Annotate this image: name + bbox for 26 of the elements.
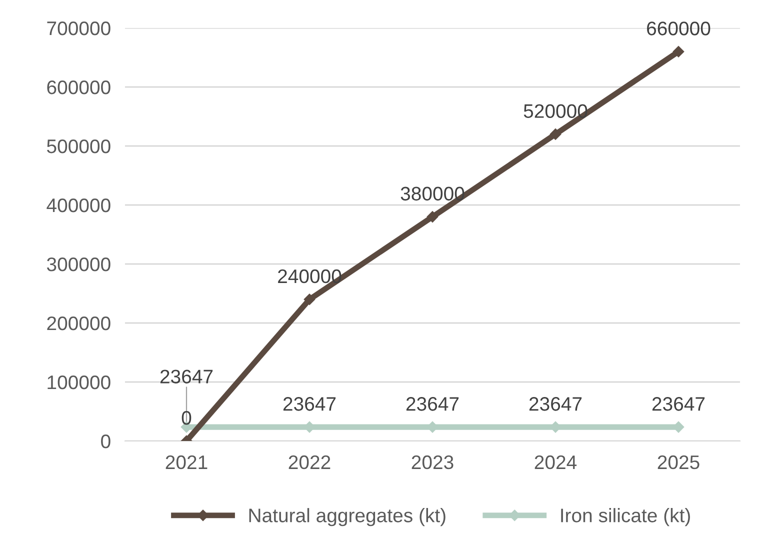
y-tick-label: 700000	[47, 21, 110, 36]
y-tick-label: 500000	[47, 139, 110, 154]
y-tick-label: 100000	[48, 375, 110, 390]
x-tick-label: 2021	[166, 455, 208, 470]
data-label: 23647	[652, 397, 705, 411]
y-tick-label: 0	[101, 434, 110, 448]
y-tick-label: 300000	[46, 257, 110, 272]
x-tick-label: 2025	[658, 455, 700, 470]
point	[672, 46, 684, 58]
y-tick-label: 600000	[47, 80, 110, 94]
x-tick-label: 2022	[288, 455, 330, 470]
point	[426, 211, 438, 222]
legend-label: Natural aggregates (kt)	[249, 508, 446, 526]
y-tick-label: 200000	[47, 316, 110, 330]
data-label: 23647	[406, 397, 459, 411]
data-label: 0	[182, 411, 192, 425]
legend-label: Iron silicate (kt)	[561, 508, 690, 526]
data-label: 23647	[529, 397, 582, 411]
x-tick-label: 2023	[412, 455, 454, 470]
x-tick-label: 2024	[534, 455, 577, 470]
data-label: 660000	[647, 22, 710, 36]
point	[304, 294, 316, 306]
data-label: 23647	[283, 397, 336, 411]
y-tick-label: 400000	[46, 198, 110, 212]
point	[550, 128, 562, 140]
data-label: 23647	[160, 370, 213, 384]
